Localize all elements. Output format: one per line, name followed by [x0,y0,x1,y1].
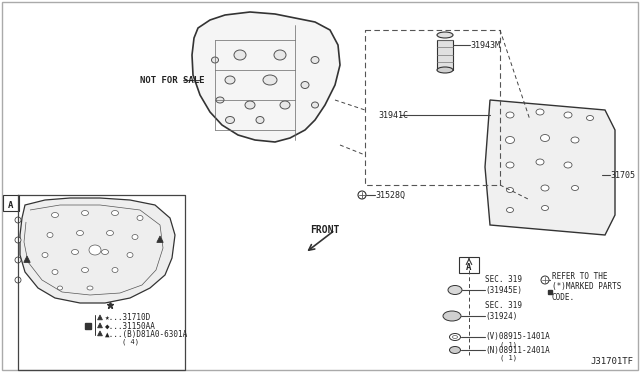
Circle shape [541,276,549,284]
Text: A: A [467,263,472,272]
Text: ( 1): ( 1) [500,355,517,361]
Ellipse shape [256,116,264,124]
Ellipse shape [225,76,235,84]
Text: (N)08911-2401A: (N)08911-2401A [485,346,550,355]
Polygon shape [24,256,30,262]
Ellipse shape [216,97,224,103]
Ellipse shape [571,137,579,143]
Ellipse shape [72,250,79,254]
Text: 31528Q: 31528Q [375,190,405,199]
Text: ( 4): ( 4) [122,339,139,345]
Bar [437,40,453,70]
Text: J31701TF: J31701TF [590,357,633,366]
Ellipse shape [311,57,319,64]
FancyBboxPatch shape [459,257,479,273]
Text: 31705: 31705 [610,170,635,180]
Text: ( 1): ( 1) [500,342,517,348]
Ellipse shape [81,267,88,273]
Ellipse shape [211,57,218,63]
Ellipse shape [127,253,133,257]
Polygon shape [98,315,102,320]
Ellipse shape [564,162,572,168]
Ellipse shape [572,186,579,190]
Polygon shape [98,323,102,328]
Text: SEC. 319
(31945E): SEC. 319 (31945E) [485,275,522,295]
Text: A: A [8,201,13,209]
Ellipse shape [586,115,593,121]
Text: 31943M: 31943M [470,41,500,49]
Ellipse shape [452,336,458,339]
Polygon shape [157,236,163,243]
Ellipse shape [541,185,549,191]
Circle shape [15,257,21,263]
Ellipse shape [102,250,109,254]
Ellipse shape [52,269,58,275]
Text: ◆...31150AA: ◆...31150AA [105,321,156,330]
Ellipse shape [58,286,63,290]
Ellipse shape [448,285,462,295]
Ellipse shape [106,231,113,235]
Ellipse shape [111,211,118,215]
Ellipse shape [87,286,93,290]
Ellipse shape [437,67,453,73]
Ellipse shape [506,187,513,192]
Polygon shape [192,12,340,142]
Ellipse shape [234,50,246,60]
Ellipse shape [137,215,143,221]
Text: 31941C: 31941C [378,110,408,119]
Ellipse shape [449,346,461,353]
Ellipse shape [81,211,88,215]
Ellipse shape [536,159,544,165]
Ellipse shape [274,50,286,60]
Ellipse shape [77,231,83,235]
Circle shape [15,217,21,223]
Ellipse shape [506,137,515,144]
Ellipse shape [506,162,514,168]
Ellipse shape [225,116,234,124]
Ellipse shape [263,75,277,85]
Ellipse shape [89,245,101,255]
Text: REFER TO THE
(*)MARKED PARTS
CODE.: REFER TO THE (*)MARKED PARTS CODE. [552,272,621,302]
Ellipse shape [301,81,309,89]
Ellipse shape [541,135,550,141]
Text: SEC. 319
(31924): SEC. 319 (31924) [485,301,522,321]
Ellipse shape [132,234,138,240]
Ellipse shape [564,112,572,118]
Ellipse shape [506,112,514,118]
Ellipse shape [51,212,58,218]
Ellipse shape [443,311,461,321]
Text: FRONT: FRONT [310,225,340,235]
Text: ▲...(B)D81A0-6301A: ▲...(B)D81A0-6301A [105,330,188,339]
Ellipse shape [506,208,513,212]
Ellipse shape [536,109,544,115]
Polygon shape [98,331,102,336]
Ellipse shape [280,101,290,109]
Ellipse shape [42,253,48,257]
Ellipse shape [312,102,319,108]
Ellipse shape [449,334,461,340]
Text: NOT FOR SALE: NOT FOR SALE [140,76,205,84]
Text: (V)08915-1401A: (V)08915-1401A [485,333,550,341]
Ellipse shape [47,232,53,237]
Circle shape [15,237,21,243]
Polygon shape [485,100,615,235]
Ellipse shape [112,267,118,273]
Polygon shape [20,198,175,303]
Ellipse shape [437,32,453,38]
Text: ★...31710D: ★...31710D [105,314,151,323]
FancyBboxPatch shape [3,195,19,211]
Circle shape [358,191,366,199]
Ellipse shape [245,101,255,109]
Circle shape [15,277,21,283]
Ellipse shape [541,205,548,211]
